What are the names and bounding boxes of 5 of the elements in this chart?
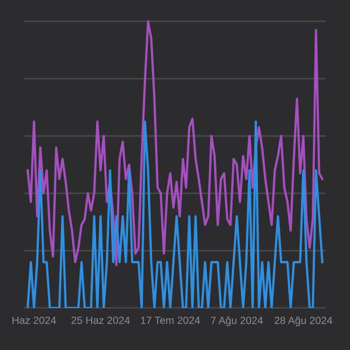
x-tick-label: 7 Ağu 2024	[210, 316, 263, 326]
x-tick-label: 25 Haz 2024	[72, 316, 130, 324]
x-tick-label: 28 Ağu 2024	[274, 316, 332, 326]
x-tick-label: 17 Tem 2024	[141, 316, 200, 324]
x-tick-label: Haz 2024	[12, 316, 56, 324]
